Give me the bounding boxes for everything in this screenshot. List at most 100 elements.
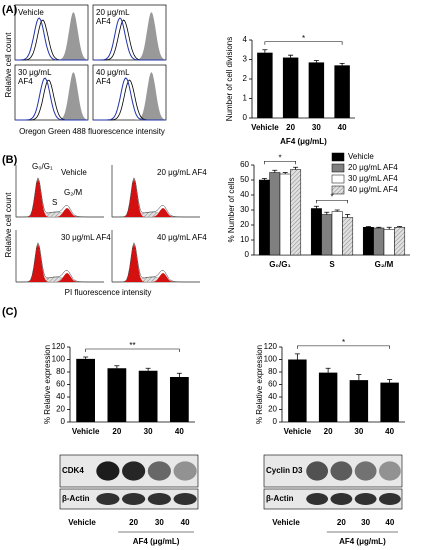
bar bbox=[258, 179, 270, 256]
y-axis-label: % Number of cells bbox=[227, 178, 236, 243]
bar bbox=[362, 227, 374, 256]
error-bar bbox=[345, 214, 351, 218]
error-bar bbox=[365, 226, 371, 228]
legend-swatch bbox=[331, 174, 345, 184]
x-axis-label: AF4 (μg/mL) bbox=[133, 537, 180, 546]
error-bar bbox=[294, 353, 300, 360]
error-bar bbox=[339, 63, 345, 66]
bar bbox=[318, 372, 338, 422]
g1-peak bbox=[16, 244, 104, 282]
error-bar bbox=[356, 374, 362, 381]
y-tick-label: 80 bbox=[268, 367, 277, 376]
lane-label: Vehicle bbox=[272, 518, 300, 527]
histogram-label: 40 μg/mL AF4 bbox=[157, 233, 207, 242]
y-tick-label: 20 bbox=[268, 405, 277, 414]
error-bar bbox=[376, 226, 382, 228]
bar bbox=[321, 214, 333, 256]
error-bar bbox=[313, 205, 319, 209]
x-tick-label: Vehicle bbox=[251, 123, 279, 132]
y-axis-label: % Relative expression bbox=[255, 345, 264, 424]
x-tick-label: 40 bbox=[175, 427, 184, 436]
blot-band bbox=[306, 493, 329, 505]
fit-line bbox=[112, 177, 200, 218]
y-axis-label: Number of cell divisions bbox=[225, 37, 234, 121]
bar bbox=[269, 172, 281, 256]
histogram-label: Vehicle bbox=[61, 168, 87, 177]
lane-label: 20 bbox=[129, 518, 138, 527]
y-tick-label: 100 bbox=[264, 355, 278, 364]
lane-label: 20 bbox=[337, 518, 346, 527]
error-bar bbox=[262, 49, 268, 53]
bar bbox=[349, 380, 369, 422]
y-tick-label: 80 bbox=[56, 367, 65, 376]
bar bbox=[279, 173, 291, 256]
band-label: CDK4 bbox=[62, 466, 84, 475]
axis-label: Relative cell count bbox=[4, 192, 13, 258]
panel-label: (C) bbox=[2, 306, 18, 318]
control-peak bbox=[93, 72, 166, 120]
axis-label: Relative cell count bbox=[4, 32, 13, 98]
histogram-label: AF4 bbox=[96, 17, 111, 26]
blot-band bbox=[354, 493, 377, 505]
lane-label: Vehicle bbox=[68, 518, 96, 527]
error-bar bbox=[325, 367, 331, 373]
histogram-label: 30 μg/mL bbox=[18, 68, 52, 77]
y-tick-label: 120 bbox=[264, 342, 278, 351]
y-tick-label: 20 bbox=[56, 405, 65, 414]
legend-swatch bbox=[331, 152, 345, 162]
x-tick-label: G₂/M bbox=[375, 260, 394, 269]
axis-label: Oregon Green 488 fluorescence intensity bbox=[19, 127, 165, 136]
y-tick-label: 1 bbox=[243, 94, 248, 103]
blot-band bbox=[378, 493, 401, 505]
error-bar bbox=[386, 226, 392, 230]
legend-label: 20 μg/mL AF4 bbox=[348, 163, 398, 172]
y-tick-label: 10 bbox=[240, 235, 249, 244]
sample-peak bbox=[93, 77, 166, 121]
x-tick-label: S bbox=[329, 260, 335, 269]
blot-band bbox=[147, 461, 171, 481]
error-bar bbox=[261, 178, 267, 180]
band-label: β-Actin bbox=[62, 494, 90, 503]
legend-swatch bbox=[331, 163, 345, 173]
bar bbox=[310, 208, 322, 256]
x-axis-label: AF4 (μg/mL) bbox=[339, 537, 386, 546]
sample-peak bbox=[93, 17, 166, 61]
fit-line bbox=[16, 242, 104, 283]
y-tick-label: 0 bbox=[243, 113, 248, 122]
axis bbox=[15, 165, 104, 218]
y-tick-label: 60 bbox=[56, 380, 65, 389]
legend-label: Vehicle bbox=[348, 152, 374, 161]
significance-bracket bbox=[85, 348, 180, 352]
error-bar bbox=[313, 60, 319, 63]
significance-label: ** bbox=[129, 341, 135, 350]
g1-peak bbox=[112, 244, 200, 282]
error-bar bbox=[324, 211, 330, 215]
error-bar bbox=[272, 169, 278, 173]
legend-swatch bbox=[331, 185, 345, 195]
significance-bracket bbox=[297, 345, 390, 349]
bar bbox=[107, 368, 127, 422]
sample-peak bbox=[15, 77, 88, 121]
panel-label: (A) bbox=[2, 4, 18, 16]
error-bar bbox=[83, 356, 89, 359]
significance-bracket bbox=[264, 160, 296, 165]
bar bbox=[373, 227, 385, 256]
fit-line bbox=[16, 177, 104, 218]
bar bbox=[383, 229, 395, 256]
significance-label: * bbox=[278, 153, 281, 162]
error-bar bbox=[145, 367, 151, 371]
histogram-label: 20 μg/mL bbox=[96, 8, 130, 17]
x-tick-label: 20 bbox=[286, 123, 295, 132]
bar bbox=[138, 370, 158, 422]
significance-label: * bbox=[302, 34, 305, 43]
y-tick-label: 20 bbox=[240, 220, 249, 229]
bar bbox=[170, 377, 189, 422]
error-bar bbox=[288, 54, 294, 58]
control-peak bbox=[15, 72, 88, 120]
histogram-label: 20 μg/mL AF4 bbox=[157, 168, 207, 177]
bar bbox=[394, 227, 406, 256]
histogram-label: AF4 bbox=[18, 77, 33, 86]
significance-label: * bbox=[342, 338, 345, 347]
significance-label: * bbox=[330, 192, 333, 201]
sample-peak bbox=[15, 17, 88, 61]
